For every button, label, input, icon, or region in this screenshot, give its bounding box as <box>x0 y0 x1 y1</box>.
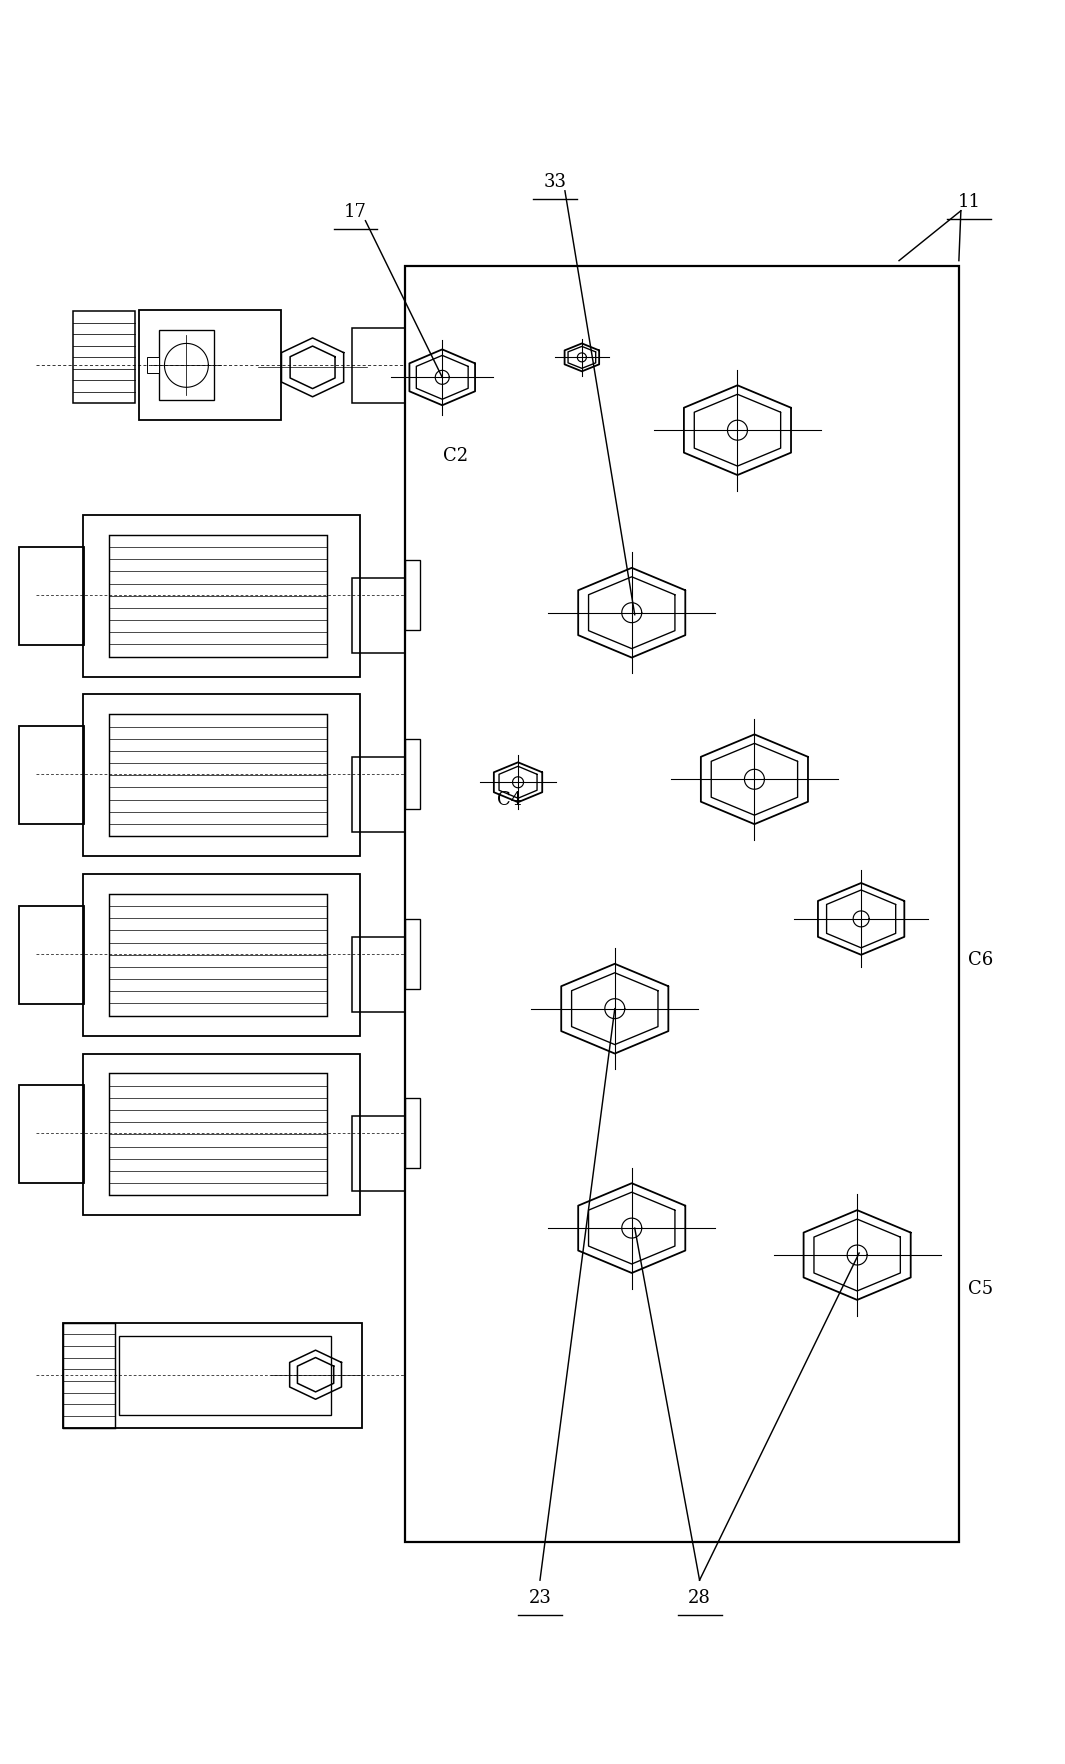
Bar <box>119 1335 330 1415</box>
Bar <box>109 894 327 1016</box>
Text: C4: C4 <box>497 790 523 808</box>
Text: C5: C5 <box>968 1279 994 1297</box>
Bar <box>83 695 360 857</box>
Bar <box>159 332 214 400</box>
Bar <box>19 727 84 826</box>
Bar <box>406 1099 421 1168</box>
Bar <box>109 714 327 836</box>
Bar <box>140 310 281 422</box>
Bar <box>83 1053 360 1215</box>
Bar <box>63 1323 115 1427</box>
Bar <box>353 937 406 1013</box>
Bar <box>73 312 135 404</box>
Text: C6: C6 <box>968 951 994 968</box>
Bar <box>19 547 84 646</box>
Bar <box>109 1074 327 1196</box>
Text: 23: 23 <box>528 1588 552 1607</box>
Bar <box>19 907 84 1004</box>
Bar <box>406 266 958 1542</box>
Bar <box>353 330 406 404</box>
Bar <box>83 875 360 1035</box>
Bar <box>109 536 327 658</box>
Text: 17: 17 <box>344 203 367 220</box>
Bar <box>353 579 406 653</box>
Bar <box>353 759 406 833</box>
Bar <box>406 561 421 630</box>
Bar <box>19 1087 84 1184</box>
Text: 28: 28 <box>688 1588 711 1607</box>
Bar <box>406 919 421 990</box>
Bar <box>353 1117 406 1191</box>
Bar <box>83 515 360 677</box>
Bar <box>147 358 159 374</box>
Text: C2: C2 <box>443 446 468 466</box>
Bar <box>63 1323 362 1427</box>
Text: 33: 33 <box>543 173 567 191</box>
Bar <box>406 739 421 810</box>
Text: 11: 11 <box>957 192 981 210</box>
